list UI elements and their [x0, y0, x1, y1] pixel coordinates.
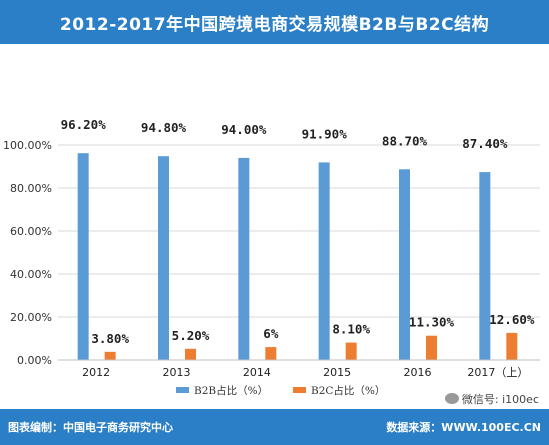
x-tick-label: 2016 — [404, 366, 432, 379]
y-tick-label: 20.00% — [10, 311, 52, 324]
data-label: 88.70% — [382, 133, 428, 148]
data-label: 96.20% — [61, 117, 107, 132]
bar — [77, 153, 89, 360]
footer-bar: 图表编制：中国电子商务研究中心 数据来源：WWW.100EC.CN — [0, 409, 549, 445]
grid-lines — [58, 144, 540, 318]
chart-plot: 96.20% 3.80% 94.80% 5.20% 94.00% 6% 91.90% 8.10… — [3, 117, 540, 397]
data-label: 8.10% — [332, 322, 370, 337]
legend-swatch — [293, 387, 306, 393]
x-tick-label: 2015 — [323, 366, 351, 379]
y-tick-label: 80.00% — [10, 182, 52, 195]
bar — [399, 169, 410, 360]
bar — [238, 157, 250, 360]
footer-credit: 图表编制：中国电子商务研究中心 — [8, 421, 173, 434]
y-tick-label: 60.00% — [10, 225, 52, 238]
bar — [158, 156, 169, 360]
bar — [265, 347, 277, 360]
y-tick-label: 100.00% — [3, 139, 52, 152]
bar — [104, 351, 116, 360]
data-label: 87.40% — [462, 136, 508, 151]
wechat-watermark: 微信号: i100ec — [440, 390, 543, 408]
data-label: 94.80% — [141, 120, 187, 135]
y-tick-label: 0.00% — [17, 354, 52, 367]
bar — [345, 342, 357, 360]
x-tick-label: 2012 — [82, 366, 110, 379]
legend: B2B占比（%） B2C占比（%） — [176, 384, 385, 397]
chart-title: 2012-2017年中国跨境电商交易规模B2B与B2C结构 — [0, 0, 549, 44]
legend-label: B2C占比（%） — [311, 384, 385, 397]
axes: 0.00% 20.00% 40.00% 60.00% 80.00% 100.00% 2012… — [3, 139, 540, 379]
bar — [426, 335, 437, 360]
data-labels: 96.20% 3.80% 94.80% 5.20% 94.00% 6% 91.90% 8.10… — [61, 117, 535, 346]
legend-swatch — [176, 387, 189, 393]
data-label: 12.60% — [489, 312, 535, 327]
x-tick-label: 2014 — [243, 366, 271, 379]
bar — [185, 348, 196, 360]
x-tick-label: 2017（上） — [467, 366, 528, 379]
footer-source: 数据来源：WWW.100EC.CN — [386, 421, 541, 434]
data-label: 91.90% — [302, 126, 348, 141]
data-label: 5.20% — [172, 328, 210, 343]
data-label: 94.00% — [221, 122, 267, 137]
watermark-text: 微信号: i100ec — [461, 393, 539, 406]
data-label: 11.30% — [409, 315, 455, 330]
data-label: 6% — [263, 326, 279, 341]
data-label: 3.80% — [91, 331, 129, 346]
bar — [479, 172, 491, 360]
x-tick-label: 2013 — [163, 366, 191, 379]
wechat-icon — [444, 393, 459, 404]
y-tick-label: 40.00% — [10, 268, 52, 281]
legend-label: B2B占比（%） — [194, 384, 268, 397]
bar — [318, 162, 330, 360]
bars — [77, 153, 518, 360]
bar — [506, 332, 518, 360]
